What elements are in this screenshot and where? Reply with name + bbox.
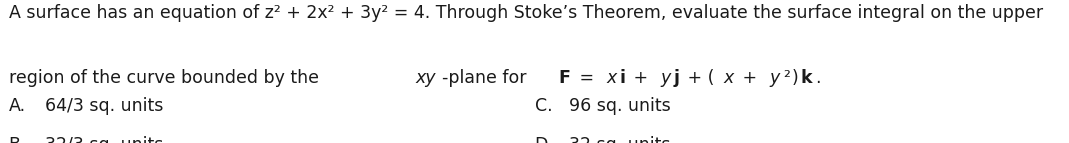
- Text: =: =: [574, 69, 600, 87]
- Text: C.: C.: [534, 97, 552, 115]
- Text: B.: B.: [9, 136, 26, 143]
- Text: j: j: [673, 69, 680, 87]
- Text: k: k: [801, 69, 812, 87]
- Text: 96 sq. units: 96 sq. units: [558, 97, 670, 115]
- Text: A.: A.: [9, 97, 26, 115]
- Text: F: F: [558, 69, 570, 87]
- Text: x: x: [606, 69, 617, 87]
- Text: ): ): [792, 69, 799, 87]
- Text: ²: ²: [783, 69, 790, 87]
- Text: + (: + (: [682, 69, 714, 87]
- Text: +: +: [628, 69, 653, 87]
- Text: 32/3 sq. units: 32/3 sq. units: [34, 136, 164, 143]
- Text: D.: D.: [534, 136, 554, 143]
- Text: +: +: [737, 69, 762, 87]
- Text: .: .: [816, 69, 821, 87]
- Text: x: x: [724, 69, 733, 87]
- Text: 32 sq. units: 32 sq. units: [558, 136, 670, 143]
- Text: region of the curve bounded by the: region of the curve bounded by the: [9, 69, 324, 87]
- Text: xy: xy: [416, 69, 436, 87]
- Text: -plane for: -plane for: [443, 69, 532, 87]
- Text: y: y: [661, 69, 671, 87]
- Text: y: y: [770, 69, 780, 87]
- Text: A surface has an equation of z² + 2x² + 3y² = 4. Through Stoke’s Theorem, evalua: A surface has an equation of z² + 2x² + …: [9, 4, 1042, 22]
- Text: 64/3 sq. units: 64/3 sq. units: [34, 97, 164, 115]
- Text: i: i: [620, 69, 625, 87]
